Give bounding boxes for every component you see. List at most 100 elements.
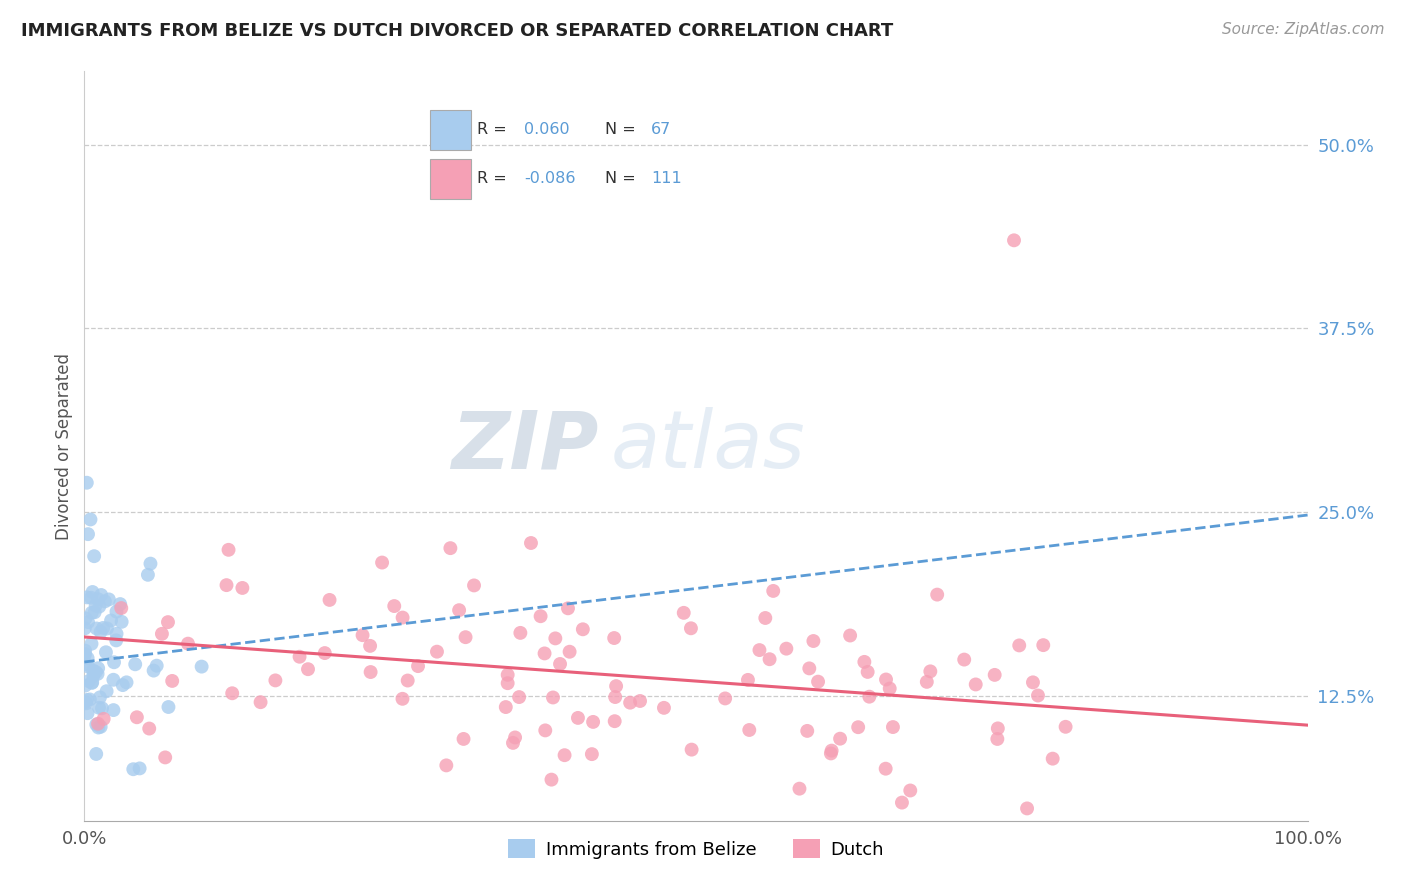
Point [1015, 801, 1038, 815]
Point [953, 652, 976, 666]
Point [77, 659, 100, 673]
Point [830, 731, 852, 746]
Point [449, 603, 471, 617]
Point [80, 606, 103, 620]
Point [846, 720, 869, 734]
Point [748, 643, 770, 657]
Point [105, 633, 128, 648]
Point [264, 673, 287, 688]
Point [360, 665, 382, 679]
Point [548, 657, 571, 671]
Point [557, 601, 579, 615]
Point [82, 675, 104, 690]
Point [603, 631, 626, 645]
Point [111, 678, 134, 692]
Point [221, 686, 243, 700]
Point [509, 626, 531, 640]
Point [352, 628, 374, 642]
Point [76, 651, 98, 665]
Point [77, 527, 100, 541]
Point [495, 700, 517, 714]
Point [75, 643, 97, 657]
Point [75, 657, 97, 672]
Point [157, 700, 180, 714]
Point [86, 666, 108, 681]
Legend: Immigrants from Belize, Dutch: Immigrants from Belize, Dutch [502, 834, 890, 864]
Point [125, 710, 148, 724]
Point [231, 581, 253, 595]
Point [318, 593, 340, 607]
Point [496, 676, 519, 690]
Point [142, 664, 165, 678]
Point [581, 747, 603, 761]
Point [76, 591, 98, 605]
Point [603, 714, 626, 729]
Point [77, 674, 100, 689]
Point [920, 665, 942, 679]
Point [789, 781, 811, 796]
Point [359, 639, 381, 653]
Point [89, 690, 111, 705]
Point [96, 622, 118, 636]
Point [628, 694, 651, 708]
Point [391, 610, 413, 624]
Point [82, 664, 104, 678]
Text: atlas: atlas [610, 407, 806, 485]
Point [1008, 639, 1031, 653]
Text: IMMIGRANTS FROM BELIZE VS DUTCH DIVORCED OR SEPARATED CORRELATION CHART: IMMIGRANTS FROM BELIZE VS DUTCH DIVORCED… [21, 22, 893, 40]
Point [90, 624, 112, 639]
Point [84, 599, 107, 613]
Point [758, 652, 780, 666]
Point [839, 628, 862, 642]
Point [534, 723, 557, 738]
Point [115, 675, 138, 690]
Point [426, 645, 449, 659]
Point [807, 674, 830, 689]
Point [75, 611, 97, 625]
Point [177, 637, 200, 651]
Point [145, 658, 167, 673]
Point [73, 621, 96, 635]
Point [453, 731, 475, 746]
Point [454, 630, 477, 644]
Point [73, 647, 96, 661]
Point [858, 690, 880, 704]
Point [396, 673, 419, 688]
Point [605, 690, 627, 704]
Point [1022, 675, 1045, 690]
Point [762, 583, 785, 598]
Point [83, 605, 105, 619]
Point [754, 611, 776, 625]
Point [986, 731, 1008, 746]
Point [100, 614, 122, 628]
Point [983, 668, 1005, 682]
Point [496, 668, 519, 682]
Point [803, 634, 825, 648]
Point [1026, 689, 1049, 703]
Point [927, 588, 949, 602]
Point [681, 742, 703, 756]
Point [820, 744, 842, 758]
Point [82, 669, 104, 683]
Point [544, 632, 567, 646]
Point [297, 662, 319, 676]
Point [529, 609, 551, 624]
Point [249, 695, 271, 709]
Point [882, 720, 904, 734]
Point [103, 655, 125, 669]
Point [87, 700, 110, 714]
Point [371, 556, 394, 570]
Point [558, 645, 581, 659]
Point [652, 701, 675, 715]
Point [738, 723, 761, 737]
Point [97, 592, 120, 607]
Text: Source: ZipAtlas.com: Source: ZipAtlas.com [1222, 22, 1385, 37]
Point [218, 542, 240, 557]
Point [1002, 233, 1025, 247]
Point [314, 646, 336, 660]
Point [139, 557, 162, 571]
Point [103, 703, 125, 717]
Point [856, 665, 879, 679]
Point [76, 706, 98, 721]
Point [90, 588, 112, 602]
